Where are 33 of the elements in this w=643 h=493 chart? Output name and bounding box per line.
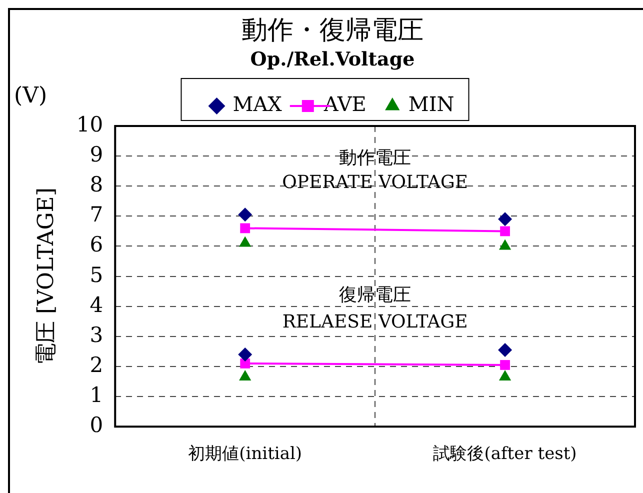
y-tick-label: 10 [76, 112, 104, 136]
x-tick-label: 初期値(initial) [188, 444, 302, 464]
y-tick-label: 0 [90, 413, 104, 438]
point [498, 342, 512, 357]
y-tick-label: 3 [90, 322, 104, 347]
y-tick-label: 7 [90, 202, 104, 227]
point [498, 212, 512, 226]
legend-label: AVE [322, 92, 366, 116]
y-axis-title: 電圧 [VOLTAGE] [34, 188, 59, 366]
y-tick-label: 1 [90, 382, 104, 407]
point [500, 226, 510, 236]
legend-label: MIN [408, 92, 454, 116]
y-tick-label: 5 [90, 262, 104, 287]
x-tick-label: 試験後(after test) [433, 444, 577, 464]
point [498, 370, 512, 380]
point [240, 223, 250, 234]
point [240, 358, 250, 368]
y-tick-label: 6 [90, 232, 104, 257]
annotation: 復帰電圧 [339, 284, 412, 306]
annotation: OPERATE VOLTAGE [282, 172, 468, 193]
y-tick-label: 9 [90, 142, 104, 167]
chart-title: 動作・復帰電圧 [242, 15, 424, 46]
point [238, 208, 252, 222]
y-tick-label: 2 [90, 352, 104, 377]
annotation: RELAESE VOLTAGE [282, 312, 468, 333]
text: (V) [14, 84, 48, 109]
point [238, 347, 252, 362]
chart-subtitle: Op./Rel.Voltage [250, 48, 415, 71]
y-tick-label: 8 [90, 172, 104, 197]
point [239, 370, 252, 380]
y-tick-label: 4 [90, 292, 104, 317]
point [500, 360, 510, 370]
legend-label: MAX [232, 92, 283, 116]
